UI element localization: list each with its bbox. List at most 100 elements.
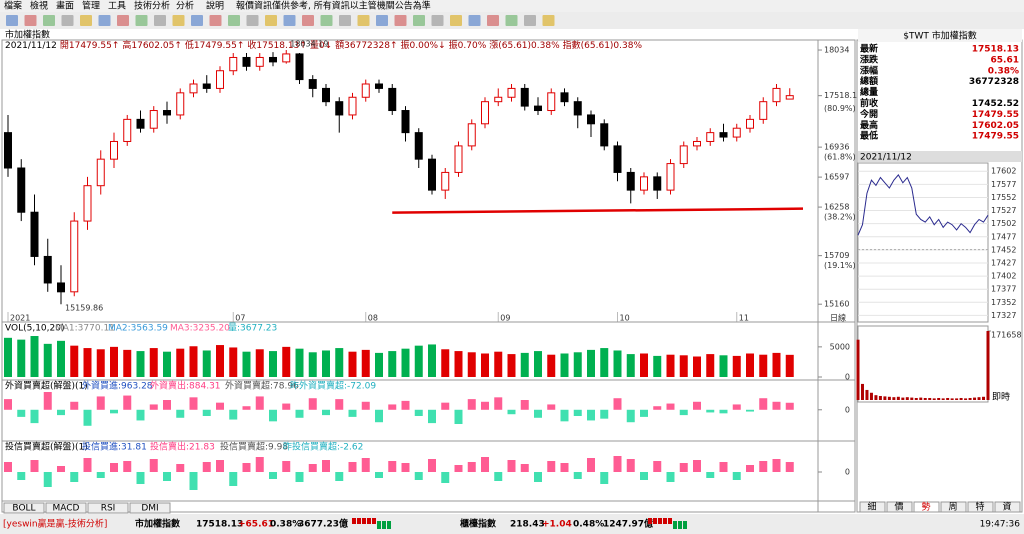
bar — [547, 461, 556, 472]
toolbar-button[interactable] — [320, 15, 333, 26]
info-item: 低17479.55↑ — [185, 39, 245, 51]
toolbar-button[interactable] — [505, 15, 518, 26]
quote-tab-label[interactable]: 細 — [867, 501, 876, 513]
quote-value: 17479.55 — [972, 110, 1019, 120]
toolbar-button[interactable] — [61, 15, 74, 26]
intraday-volume-bar — [982, 396, 986, 400]
bar — [282, 346, 291, 377]
y-tick-label: 0 — [845, 405, 850, 414]
indicator-tab[interactable] — [87, 502, 129, 514]
indicator-tab[interactable] — [3, 502, 45, 514]
bar — [772, 352, 781, 377]
indicator-tab[interactable] — [129, 502, 171, 514]
panel-legend: 外資買賣超:78.96 — [225, 380, 299, 392]
toolbar-button[interactable] — [394, 15, 407, 26]
indicator-tab[interactable] — [45, 502, 87, 514]
bar — [573, 409, 582, 416]
candle-body — [467, 123, 476, 147]
toolbar-button[interactable] — [98, 15, 111, 26]
bar — [693, 460, 701, 472]
bar — [706, 472, 715, 478]
quote-tab[interactable] — [967, 501, 994, 513]
toolbar-button[interactable] — [209, 15, 222, 26]
info-item: 漲(65.61)0.38% — [489, 40, 560, 51]
quote-tab[interactable] — [886, 501, 913, 513]
bar — [83, 348, 92, 377]
panel-legend: 外資賣出:884.31 — [150, 380, 221, 392]
bar — [255, 396, 264, 410]
menu-item[interactable]: 報價資訊僅供參考, 所有資訊以主管機關公告為準 — [236, 0, 431, 12]
toolbar-button[interactable] — [265, 15, 277, 26]
quote-tab-label[interactable]: 價 — [894, 502, 903, 513]
toolbar-button[interactable] — [228, 15, 240, 26]
toolbar-button[interactable] — [154, 15, 166, 26]
period-label: 日線 — [830, 313, 846, 323]
quote-tab-label[interactable]: 勢 — [921, 501, 930, 513]
quote-tab[interactable] — [994, 501, 1021, 513]
bar — [520, 464, 529, 472]
indicator-tab-label[interactable]: RSI — [101, 504, 116, 514]
menu-item[interactable]: 檢視 — [30, 0, 48, 12]
info-item: 量0↓ — [310, 40, 332, 51]
bar — [189, 346, 198, 377]
bar — [732, 355, 741, 377]
bar — [96, 472, 105, 478]
bar — [308, 464, 317, 472]
toolbar-button[interactable] — [246, 15, 259, 26]
quote-tab-label[interactable]: 周 — [948, 502, 957, 513]
quote-tab[interactable] — [940, 501, 967, 513]
toolbar-button[interactable] — [302, 15, 314, 26]
toolbar-button[interactable] — [283, 15, 296, 26]
toolbar-button[interactable] — [468, 15, 481, 26]
quote-tab[interactable] — [913, 501, 940, 513]
toolbar-button[interactable] — [524, 15, 536, 26]
bar — [693, 401, 701, 410]
indicator-tab-label[interactable]: BOLL — [12, 504, 35, 514]
quote-tab[interactable] — [859, 501, 886, 513]
toolbar-button[interactable] — [357, 15, 370, 26]
menu-item[interactable]: 分析 — [176, 0, 194, 12]
bar — [441, 349, 450, 377]
intraday-volume-bar — [932, 398, 936, 400]
quote-tab-label[interactable]: 特 — [975, 501, 984, 513]
toolbar-button[interactable] — [135, 15, 148, 26]
menu-item[interactable]: 技術分析 — [134, 0, 170, 12]
toolbar-button[interactable] — [80, 15, 92, 26]
bar — [229, 409, 238, 420]
toolbar-button[interactable] — [431, 15, 444, 26]
toolbar-button[interactable] — [542, 15, 555, 26]
toolbar-button[interactable] — [6, 15, 18, 26]
toolbar-button[interactable] — [117, 15, 129, 26]
menu-item[interactable]: 工具 — [108, 1, 126, 12]
info-item: 額36772328↑ — [335, 39, 397, 51]
panel-legend: 外資買進:963.28 — [82, 380, 153, 392]
price-tick-label: 16258 — [824, 203, 849, 212]
toolbar-button[interactable] — [24, 15, 37, 26]
candle-body — [414, 132, 423, 160]
toolbar-button[interactable] — [413, 15, 425, 26]
status-item: 0.48% — [573, 520, 604, 530]
toolbar-button[interactable] — [43, 15, 55, 26]
bar — [83, 409, 92, 426]
candle-body — [547, 92, 556, 112]
toolbar-button[interactable] — [376, 15, 388, 26]
bar — [375, 409, 383, 423]
toolbar-button[interactable] — [339, 15, 351, 26]
menu-item[interactable]: 管理 — [82, 0, 100, 12]
toolbar-button[interactable] — [450, 15, 462, 26]
candle-body — [96, 158, 105, 187]
menu-item[interactable]: 檔案 — [4, 0, 22, 12]
menu-item[interactable]: 畫面 — [56, 0, 74, 12]
candle-body — [149, 110, 158, 129]
quote-tab-label[interactable]: 資 — [1002, 501, 1011, 513]
info-line: 2021/11/12 開17479.55↑ 高17602.05↑ 低17479.55↑… — [5, 39, 642, 51]
toolbar-button[interactable] — [487, 15, 499, 26]
indicator-tab-label[interactable]: MACD — [53, 504, 80, 514]
toolbar-button[interactable] — [191, 15, 203, 26]
toolbar-button[interactable] — [172, 15, 185, 26]
status-item: 櫃檯指數 — [460, 518, 497, 530]
menu-item[interactable]: 說明 — [206, 0, 224, 12]
intraday-volume-bar — [946, 397, 950, 400]
candle-body — [57, 282, 65, 293]
indicator-tab-label[interactable]: DMI — [141, 504, 158, 514]
